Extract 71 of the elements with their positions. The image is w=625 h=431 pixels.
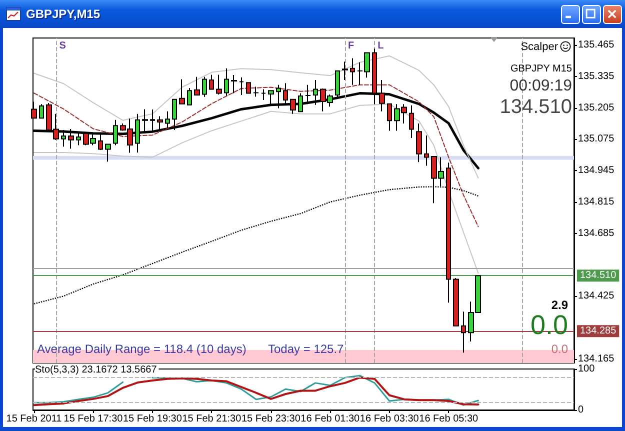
candlestick bbox=[424, 135, 429, 166]
candlestick bbox=[350, 58, 355, 86]
ref-line-label: F bbox=[348, 40, 354, 52]
y-tick-label: 135.465 bbox=[578, 40, 615, 50]
annotation: Scalper bbox=[520, 41, 558, 53]
annotation: GBPJPY M15 bbox=[510, 64, 572, 74]
candlestick bbox=[179, 78, 185, 105]
annotation: Today = 125.7 bbox=[268, 342, 344, 356]
x-tick-label: 16 Feb 01:30 bbox=[300, 414, 360, 424]
candlestick bbox=[105, 143, 111, 162]
y-tick-label: 135.335 bbox=[578, 70, 615, 82]
annotation: 2.9 bbox=[551, 298, 568, 312]
candlestick bbox=[157, 116, 163, 132]
candlestick bbox=[253, 86, 259, 98]
candlestick bbox=[216, 74, 222, 95]
candlestick bbox=[409, 104, 414, 138]
y-tick-label: 134.815 bbox=[578, 196, 615, 208]
candlestick bbox=[261, 88, 266, 101]
ref-line-label: L bbox=[378, 40, 384, 52]
candlestick bbox=[39, 104, 44, 120]
x-tick-label: 15 Feb 23:30 bbox=[241, 414, 301, 424]
candlestick bbox=[239, 76, 244, 96]
y-tick-label: 134.685 bbox=[578, 228, 615, 239]
ref-line-label: 134.510 bbox=[580, 270, 617, 282]
y-tick-label: 100 bbox=[578, 364, 596, 374]
candlestick bbox=[416, 122, 422, 163]
y-tick-label: 134.425 bbox=[578, 290, 615, 302]
x-tick-label: 16 Feb 05:30 bbox=[419, 414, 479, 424]
candlestick bbox=[387, 103, 392, 132]
candlestick bbox=[172, 98, 177, 130]
annotation: 134.510 bbox=[500, 96, 572, 118]
annotation: 0.0 bbox=[551, 342, 568, 356]
ref-line-label: 134.285 bbox=[580, 326, 617, 337]
x-tick-label: 16 Feb 03:30 bbox=[360, 414, 420, 424]
line-series bbox=[33, 104, 479, 274]
candlestick bbox=[142, 108, 148, 132]
candlestick bbox=[224, 68, 229, 96]
y-tick-label: 0 bbox=[578, 404, 584, 416]
candlestick bbox=[246, 82, 251, 94]
candlestick bbox=[342, 61, 348, 81]
candlestick bbox=[165, 110, 170, 129]
candlestick bbox=[209, 74, 214, 90]
x-tick-label: 15 Feb 21:30 bbox=[182, 414, 242, 424]
candlestick bbox=[187, 87, 192, 106]
y-tick-label: 134.165 bbox=[578, 353, 615, 364]
candlestick bbox=[202, 76, 207, 98]
candlestick bbox=[135, 113, 140, 153]
x-tick-label: 15 Feb 2011 bbox=[6, 414, 62, 424]
candlestick bbox=[150, 108, 155, 132]
candlestick bbox=[453, 278, 459, 327]
y-tick-label: 134.945 bbox=[578, 165, 615, 176]
line-series bbox=[33, 55, 479, 179]
candlestick bbox=[68, 128, 74, 150]
x-tick-label: 15 Feb 19:30 bbox=[122, 414, 182, 424]
y-tick-label: 135.205 bbox=[578, 102, 615, 114]
candlestick bbox=[113, 119, 118, 146]
chart-title: GBPJPY,M15 bbox=[26, 7, 100, 21]
candlestick bbox=[98, 134, 103, 151]
candlestick bbox=[231, 74, 237, 94]
chart-title: Sto(5,3,3) 23.1672 13.5667 bbox=[35, 364, 158, 376]
x-tick-label: 15 Feb 17:30 bbox=[64, 414, 124, 424]
candlestick bbox=[290, 98, 296, 114]
candlestick bbox=[76, 132, 81, 146]
y-tick-label: 135.075 bbox=[578, 134, 615, 145]
annotation: Average Daily Range = 118.4 (10 days) bbox=[37, 342, 246, 356]
ref-line-label: S bbox=[59, 40, 66, 52]
candlestick bbox=[461, 311, 466, 354]
candlestick bbox=[194, 76, 200, 96]
line-series bbox=[33, 84, 479, 228]
candlestick bbox=[61, 129, 66, 148]
annotation: 00:09:19 bbox=[510, 78, 572, 94]
